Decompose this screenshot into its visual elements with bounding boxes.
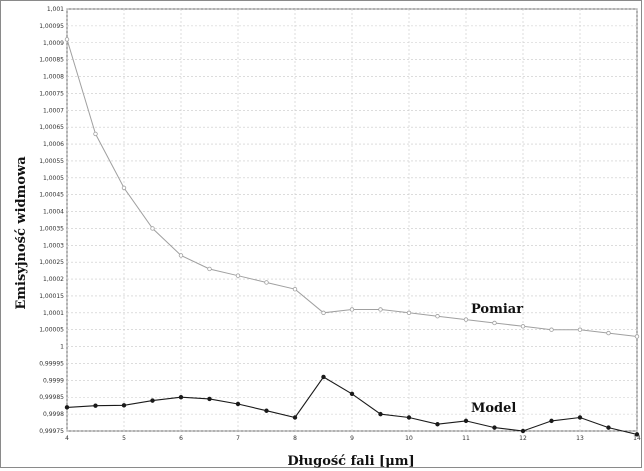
data-point-pomiar [264,280,269,285]
y-tick-label: 1,00075 [39,90,64,97]
x-tick-label: 9 [350,435,354,442]
data-point-model [235,401,241,407]
y-tick-label: 1,0006 [43,141,64,148]
data-point-model [121,403,127,408]
data-point-model [93,403,98,408]
series-line-pomiar [66,39,638,337]
x-tick-label: 10 [405,435,413,442]
data-point-pomiar [520,324,526,329]
y-tick-label: 1,00065 [39,124,64,131]
series-label-model: Model [471,401,516,416]
y-tick-label: 1,00025 [39,259,64,266]
y-tick-label: 0,99995 [39,360,64,367]
y-tick-label: 1,0001 [43,310,64,317]
y-axis-title: Emisyjność widmowa [14,156,29,310]
y-tick-label: 0,9999 [43,377,64,384]
data-point-model [349,391,355,397]
data-point-model [264,408,269,413]
data-point-model [321,374,326,380]
data-point-model [577,415,583,420]
data-point-pomiar [207,266,212,272]
data-point-pomiar [606,330,611,336]
data-point-pomiar [378,307,383,312]
y-tick-label: 1,0005 [43,175,64,182]
data-point-model [549,418,554,424]
data-point-model [207,396,212,402]
x-tick-label: 14 [633,435,641,442]
data-point-pomiar [321,310,326,316]
y-tick-label: 1,0009 [43,40,64,47]
data-point-pomiar [292,287,298,292]
y-tick-label: 1,0007 [43,107,64,114]
x-tick-label: 11 [462,435,470,442]
data-point-model [178,395,184,400]
data-point-model [378,411,383,417]
grid-lines [66,8,638,432]
data-point-model [406,415,412,420]
data-point-model [520,428,526,434]
x-tick-label: 8 [293,435,297,442]
y-tick-label: 1,00045 [39,192,64,199]
series-group [64,37,640,437]
x-tick-labels: 4 5 6 7 8 9 10 11 12 13 14 [65,435,641,442]
data-point-pomiar [435,314,440,319]
x-tick-label: 5 [122,435,126,442]
data-point-model [435,422,440,427]
y-tick-label: 1,0004 [43,209,64,216]
y-tick-label: 1,00085 [39,57,64,64]
y-tick-label: 1,00005 [39,327,64,334]
plot-area [66,8,638,432]
data-point-pomiar [577,327,583,332]
data-point-pomiar [349,307,355,312]
data-point-pomiar [406,310,412,316]
y-tick-label: 1,00095 [39,23,64,30]
series-label-pomiar: Pomiar [471,302,523,317]
data-point-pomiar [93,131,98,137]
data-point-model [492,425,497,430]
y-tick-label: 1,00055 [39,158,64,165]
x-tick-label: 6 [179,435,183,442]
x-tick-label: 13 [576,435,584,442]
data-point-pomiar [121,185,127,191]
y-tick-label: 1,0003 [43,242,64,249]
x-axis-title: Długość fali [μm] [287,454,414,469]
y-tick-label: 1,00015 [39,293,64,300]
data-point-model [463,418,469,424]
y-tick-labels: 0,99975 0,9998 0,99985 0,9999 0,99995 1 1,0000… [39,6,64,435]
data-point-model [64,405,70,410]
y-tick-label: 1,00035 [39,225,64,232]
data-point-pomiar [492,320,497,326]
x-tick-label: 4 [65,435,69,442]
data-point-model [606,425,611,430]
x-tick-label: 7 [236,435,240,442]
data-point-pomiar [634,334,640,339]
data-point-pomiar [235,273,241,278]
data-point-pomiar [64,37,70,42]
data-point-pomiar [549,327,554,332]
data-point-model [634,432,640,437]
data-point-pomiar [463,317,469,322]
y-tick-label: 0,99975 [39,428,64,435]
y-tick-label: 1 [60,344,64,351]
x-tick-label: 12 [519,435,527,442]
y-tick-label: 1,001 [47,6,64,13]
data-point-pomiar [178,253,184,258]
y-tick-label: 0,9998 [43,411,64,418]
y-tick-label: 1,0008 [43,74,64,81]
data-point-model [292,415,298,420]
data-point-pomiar [150,226,155,231]
y-tick-label: 1,0002 [43,276,64,283]
data-point-model [150,398,155,403]
y-tick-label: 0,99985 [39,394,64,401]
